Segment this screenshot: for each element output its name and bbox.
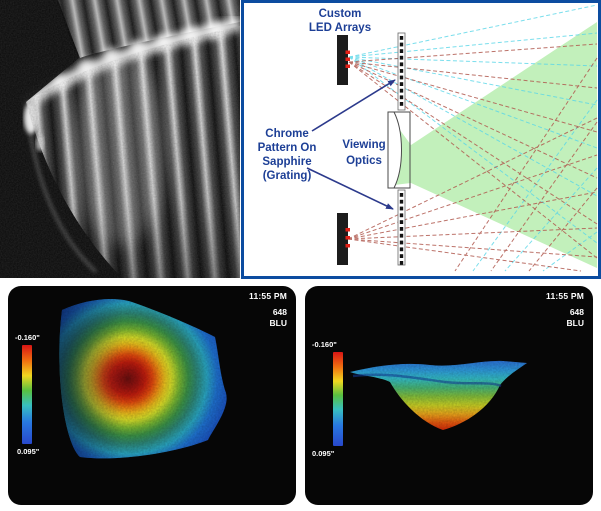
colorbar-max-label: -0.160" xyxy=(312,340,337,349)
measurement-panel-top-view: -0.160" 0.095" 11:55 PM 648 BLU xyxy=(8,286,296,505)
reading-value: 648 xyxy=(569,307,584,317)
led-array-top xyxy=(337,35,350,85)
timestamp: 11:55 PM xyxy=(249,291,287,301)
diagram-labels: Custom LED Arrays Chrome Pattern On Sapp… xyxy=(258,8,386,182)
label-custom-led-line2: LED Arrays xyxy=(309,22,371,34)
grating-top xyxy=(397,32,406,111)
red-rays xyxy=(347,43,598,272)
led-dots-bottom xyxy=(345,228,350,248)
colorbar-max-label: -0.160" xyxy=(15,333,40,342)
lens-left-fill xyxy=(388,112,402,188)
label-chrome-line2: Pattern On xyxy=(258,142,317,154)
annotation-arrows xyxy=(306,79,396,210)
label-chrome-line4: (Grating) xyxy=(263,170,312,182)
label-chrome-line1: Chrome xyxy=(265,128,308,140)
colorbar-min-label: 0.095" xyxy=(312,449,335,458)
reading-value: 648 xyxy=(272,307,287,317)
fringe-photo xyxy=(0,0,242,278)
surface-map-top-view xyxy=(59,298,227,459)
label-viewing-optics-line1: Viewing xyxy=(342,139,385,151)
fringe-photo-render xyxy=(0,0,242,278)
panel-readout: 11:55 PM 648 BLU xyxy=(249,291,287,328)
arrow-to-top-grating xyxy=(311,79,396,132)
label-viewing-optics-line2: Optics xyxy=(346,155,382,167)
arrow-to-bottom-grating xyxy=(306,167,394,210)
measurement-panel-side-view: -0.160" 0.095" 11:55 PM 648 BLU xyxy=(305,286,593,505)
colorbar xyxy=(22,345,32,444)
label-custom-led-line1: Custom xyxy=(319,8,362,20)
optical-diagram: Custom LED Arrays Chrome Pattern On Sapp… xyxy=(241,0,601,279)
grating-bottom xyxy=(397,189,406,266)
panel-readout: 11:55 PM 648 BLU xyxy=(546,291,584,328)
reading-unit: BLU xyxy=(269,318,287,328)
timestamp: 11:55 PM xyxy=(546,291,584,301)
led-array-bottom xyxy=(337,213,350,265)
colorbar-min-label: 0.095" xyxy=(17,447,40,456)
surface-map-side-view xyxy=(350,360,527,430)
beam-region xyxy=(394,22,597,268)
optical-diagram-render: Custom LED Arrays Chrome Pattern On Sapp… xyxy=(241,0,601,279)
fringe-grain-light xyxy=(0,0,240,278)
led-dots-top xyxy=(345,50,350,68)
lens-concave-surface xyxy=(393,111,402,189)
reading-unit: BLU xyxy=(566,318,584,328)
label-chrome-line3: Sapphire xyxy=(262,156,311,168)
colorbar xyxy=(333,352,343,446)
viewing-optics-lens xyxy=(387,111,411,189)
